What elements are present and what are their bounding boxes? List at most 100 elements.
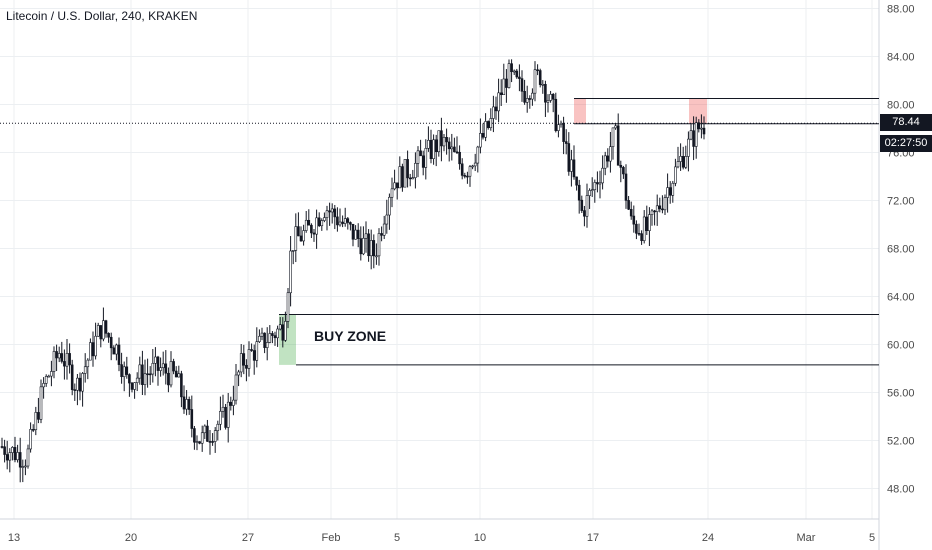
candle-body (577, 184, 581, 201)
candle-body (554, 98, 558, 131)
candle-body (172, 361, 175, 372)
candle-body (585, 195, 589, 217)
candle-body (258, 335, 261, 342)
candle-body (161, 363, 165, 368)
candle-body (637, 232, 641, 235)
price-axis: 48.0052.0056.0060.0064.0068.0072.0076.00… (887, 4, 915, 496)
candle-body (497, 92, 500, 112)
candle-body (60, 353, 64, 362)
candle-body (73, 389, 77, 391)
candle-body (271, 333, 274, 336)
candle-body (473, 162, 477, 167)
countdown-tag: 02:27:50 (880, 135, 932, 152)
candle-body (393, 182, 396, 190)
candle-body (276, 328, 279, 339)
candle-body (533, 69, 537, 94)
candle-body (182, 396, 186, 410)
candle-body (330, 208, 334, 213)
candle-body (700, 127, 703, 130)
candle-body (255, 341, 259, 361)
candle-body (141, 364, 144, 385)
candle-body (190, 409, 194, 429)
candle-body (169, 361, 173, 386)
candle-body (622, 167, 625, 175)
candle-body (328, 210, 331, 213)
candle-body (11, 447, 14, 453)
candle-body (216, 423, 220, 431)
candle-body (356, 229, 360, 239)
candle-body (598, 182, 602, 185)
candle-body (640, 233, 643, 241)
candle-body (624, 173, 628, 201)
candle-body (372, 240, 376, 257)
candle-body (304, 219, 308, 231)
candle-body (104, 320, 108, 334)
candle-body (544, 83, 547, 103)
candle-body (580, 199, 584, 211)
candle-body (278, 324, 282, 330)
candle-body (159, 367, 162, 371)
candle-body (57, 353, 61, 359)
candle-body (34, 412, 38, 430)
candle-body (156, 356, 160, 371)
candle-body (299, 235, 303, 242)
candle-body (37, 412, 40, 420)
candle-body (681, 156, 685, 168)
candle-body (380, 233, 383, 236)
candle-body (39, 386, 43, 420)
candle-body (648, 214, 651, 231)
candle-body (338, 221, 342, 226)
candle-body (135, 377, 139, 383)
candle-body (42, 383, 45, 388)
candle-body (437, 130, 441, 153)
candle-body (505, 78, 508, 88)
candle-body (567, 143, 571, 172)
x-tick-label: 17 (587, 532, 599, 544)
candle-body (424, 148, 428, 168)
candle-body (570, 159, 573, 172)
candle-body (385, 214, 389, 225)
candle-body (21, 466, 25, 468)
candle-body (564, 141, 568, 144)
candle-body (195, 441, 199, 443)
candle-body (557, 124, 560, 131)
x-tick-label: 20 (125, 532, 137, 544)
candle-body (18, 452, 22, 468)
y-tick-label: 84.00 (887, 52, 915, 64)
candle-body (5, 454, 9, 461)
candle-body (403, 159, 407, 188)
candle-body (307, 219, 311, 226)
candle-body (674, 166, 677, 184)
candle-body (661, 208, 664, 211)
x-tick-label: Feb (322, 532, 341, 544)
candle-body (284, 321, 287, 341)
candle-body (221, 406, 225, 412)
candle-body (668, 187, 672, 196)
candle-body (125, 366, 129, 375)
x-tick-label: Mar (797, 532, 816, 544)
candle-body (455, 151, 459, 154)
candle-body (666, 187, 669, 198)
candle-body (8, 452, 12, 461)
candle-body (354, 229, 357, 240)
candle-body (432, 139, 435, 159)
candle-body (3, 446, 6, 455)
candle-body (107, 333, 110, 338)
candle-body (408, 177, 412, 180)
x-tick-label: 24 (702, 532, 714, 544)
candle-body (16, 452, 19, 461)
candle-body (632, 215, 636, 225)
candle-body (671, 182, 675, 196)
candle-body (349, 222, 352, 225)
candle-body (536, 69, 539, 72)
candle-body (658, 205, 662, 210)
candle-body (70, 364, 74, 390)
candle-body (559, 122, 563, 126)
candle-body (655, 205, 659, 212)
candle-body (122, 366, 126, 377)
candle-body (294, 226, 298, 251)
candle-body (697, 122, 701, 130)
candle-body (546, 100, 550, 103)
candle-body (440, 130, 443, 147)
